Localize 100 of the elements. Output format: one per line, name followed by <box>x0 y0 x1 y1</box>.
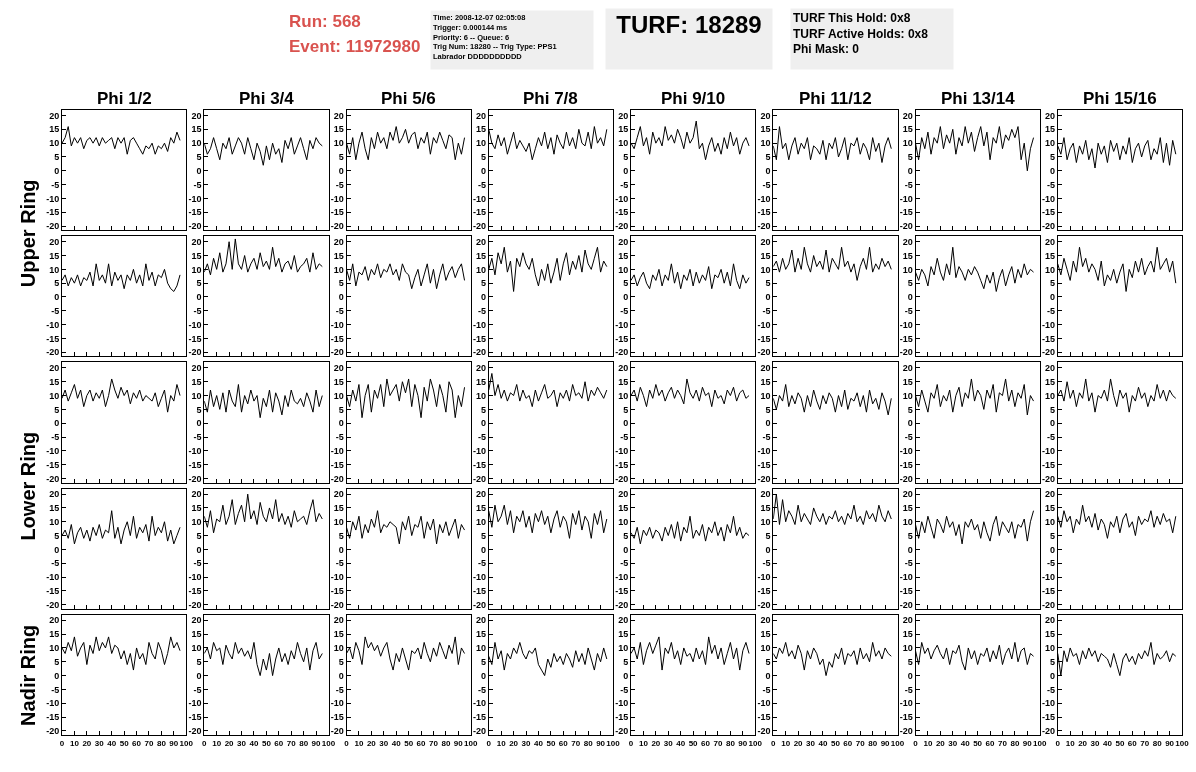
x-tick-label: 10 <box>638 738 649 748</box>
x-tick-label: 60 <box>274 738 284 748</box>
x-tick-label: 100 <box>606 738 621 748</box>
y-tick-label: 10 <box>333 138 344 149</box>
y-tick-label: 10 <box>49 390 60 401</box>
x-tick-label: 90 <box>1022 738 1033 748</box>
y-tick-label: -10 <box>757 572 771 583</box>
y-tick-label: 5 <box>907 278 913 289</box>
y-tick-label: 15 <box>760 503 771 514</box>
y-tick-label: -10 <box>330 193 344 204</box>
y-tick-label: -15 <box>46 585 60 596</box>
y-tick-label: 10 <box>902 390 913 401</box>
y-tick-label: -15 <box>615 585 629 596</box>
y-tick-label: -10 <box>615 319 629 330</box>
y-tick-label: 10 <box>902 138 913 149</box>
y-tick-label: 0 <box>196 418 202 429</box>
x-tick-label: 60 <box>132 738 142 748</box>
x-tick-label: 10 <box>1065 738 1076 748</box>
y-tick-label: 10 <box>1044 264 1055 275</box>
y-tick-label: -10 <box>330 319 344 330</box>
y-tick-label: 5 <box>196 152 202 163</box>
y-tick-label: -20 <box>757 599 771 610</box>
y-tick-label: 15 <box>191 250 202 261</box>
y-tick-label: 15 <box>902 250 913 261</box>
y-tick-label: -20 <box>188 599 202 610</box>
y-tick-label: 5 <box>480 404 486 415</box>
y-tick-label: -15 <box>330 207 344 218</box>
y-tick-label: -20 <box>472 599 486 610</box>
y-tick-label: 0 <box>338 418 344 429</box>
y-tick-label: 0 <box>623 544 629 555</box>
y-tick-label: -10 <box>46 445 60 456</box>
y-tick-label: 10 <box>618 264 629 275</box>
y-tick-label: -5 <box>904 305 913 316</box>
y-tick-label: 5 <box>907 152 913 163</box>
y-tick-label: -10 <box>899 698 913 709</box>
x-tick-label: 40 <box>249 738 259 748</box>
x-tick-label: 100 <box>464 738 478 748</box>
y-tick-label: -10 <box>1041 193 1055 204</box>
y-tick-label: 5 <box>765 404 771 415</box>
y-tick-label: 20 <box>618 110 629 121</box>
y-tick-label: 20 <box>902 615 913 626</box>
y-tick-label: -20 <box>46 599 60 610</box>
y-tick-label: 0 <box>907 292 913 303</box>
y-tick-label: 0 <box>765 544 771 555</box>
y-tick-label: 5 <box>623 656 629 667</box>
y-tick-label: -20 <box>899 347 913 358</box>
y-tick-label: -15 <box>188 207 202 218</box>
y-tick-label: 5 <box>480 278 486 289</box>
y-tick-label: 5 <box>54 656 60 667</box>
x-tick-label: 10 <box>354 738 364 748</box>
x-tick-label: 100 <box>890 738 905 748</box>
y-tick-label: -20 <box>472 473 486 484</box>
y-tick-label: 5 <box>907 404 913 415</box>
text: TURF: 18289 <box>616 11 762 38</box>
y-tick-label: -10 <box>46 698 60 709</box>
y-tick-label: -20 <box>472 347 486 358</box>
y-tick-label: 0 <box>1049 165 1055 176</box>
x-tick-label: 50 <box>404 738 414 748</box>
y-tick-label: -15 <box>899 459 913 470</box>
y-tick-label: 5 <box>196 530 202 541</box>
y-tick-label: -10 <box>472 698 486 709</box>
y-tick-label: -20 <box>188 347 202 358</box>
y-tick-label: -5 <box>193 432 202 443</box>
y-tick-label: 10 <box>475 264 486 275</box>
y-tick-label: 10 <box>760 643 771 654</box>
y-tick-label: -5 <box>51 305 60 316</box>
y-tick-label: 0 <box>338 670 344 681</box>
y-tick-label: -20 <box>615 599 629 610</box>
x-tick-label: 30 <box>94 738 105 748</box>
x-tick-label: 80 <box>1152 738 1163 748</box>
y-tick-label: -5 <box>335 432 344 443</box>
x-tick-label: 90 <box>169 738 179 748</box>
y-tick-label: -10 <box>188 445 202 456</box>
y-tick-label: 5 <box>1049 404 1055 415</box>
x-tick-label: 20 <box>366 738 377 748</box>
x-tick-label: 30 <box>948 738 958 748</box>
y-tick-label: -10 <box>1041 445 1055 456</box>
y-tick-label: -5 <box>477 684 486 695</box>
y-tick-label: -20 <box>330 347 344 358</box>
x-tick-label: 90 <box>453 738 464 748</box>
y-tick-label: -20 <box>615 347 629 358</box>
y-tick-label: 15 <box>191 376 202 387</box>
y-tick-label: 15 <box>618 629 629 640</box>
x-tick-label: 50 <box>1115 738 1125 748</box>
y-tick-label: 20 <box>49 363 60 374</box>
y-tick-label: -5 <box>620 179 629 190</box>
y-tick-label: 15 <box>333 629 344 640</box>
y-tick-label: -15 <box>330 585 344 596</box>
y-tick-label: 20 <box>760 615 771 626</box>
y-tick-label: -15 <box>1041 712 1055 723</box>
x-tick-label: 100 <box>1033 738 1047 748</box>
y-tick-label: 15 <box>618 250 629 261</box>
x-tick-label: 80 <box>868 738 878 748</box>
text: Run: 568 <box>289 12 361 31</box>
y-axis-title: Nadir Ring <box>17 624 40 726</box>
y-tick-label: 5 <box>765 152 771 163</box>
y-tick-label: -5 <box>1046 684 1055 695</box>
y-tick-label: 10 <box>902 516 913 527</box>
y-tick-label: 20 <box>333 363 344 374</box>
x-tick-label: 30 <box>379 738 389 748</box>
